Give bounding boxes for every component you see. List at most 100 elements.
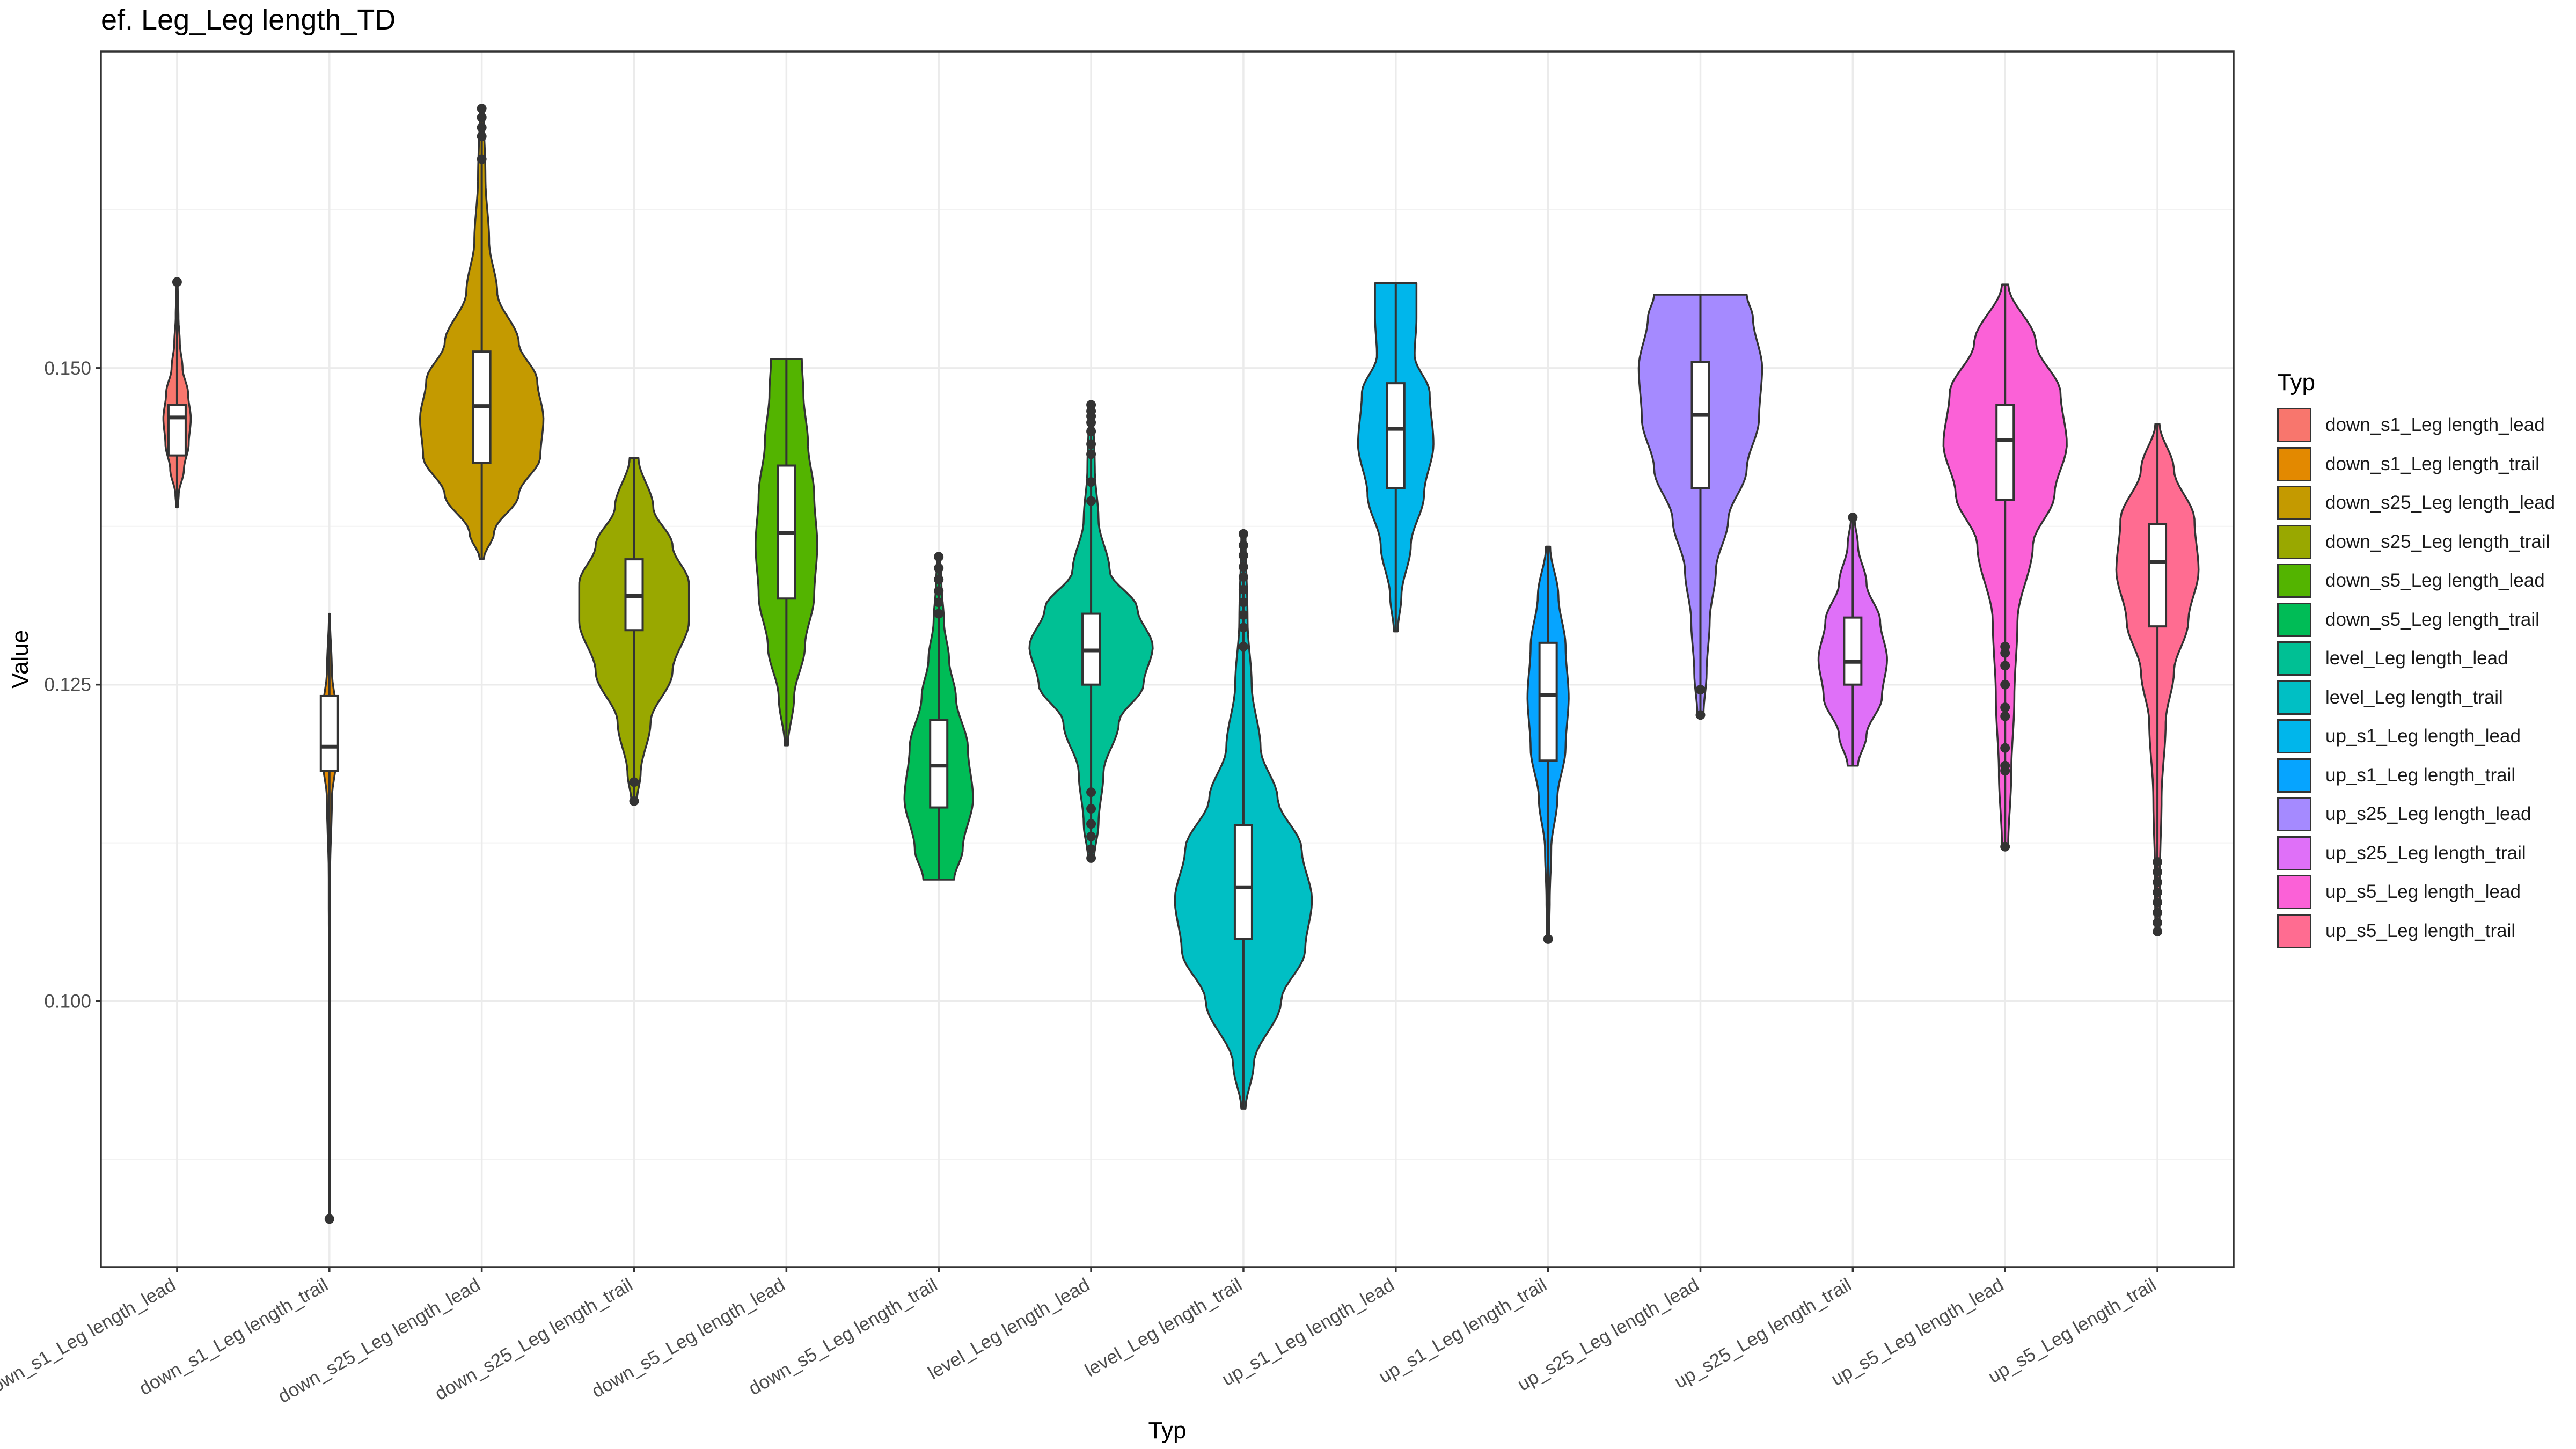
- legend-label: down_s5_Leg length_trail: [2325, 609, 2540, 630]
- outlier-point: [1238, 623, 1248, 633]
- legend-item: up_s1_Leg length_lead: [2277, 717, 2555, 756]
- violin-group: [1526, 545, 1570, 944]
- x-tick-label: up_s5_Leg length_lead: [1828, 1274, 2008, 1390]
- legend-item: down_s5_Leg length_trail: [2277, 601, 2555, 640]
- outlier-point: [1238, 572, 1248, 582]
- box-iqr: [1233, 824, 1253, 940]
- legend-swatch: [2277, 408, 2311, 443]
- outlier-point: [2153, 908, 2163, 918]
- outlier-point: [2000, 841, 2010, 852]
- violin-group: [319, 612, 339, 1224]
- x-tick-label: up_s1_Leg length_lead: [1218, 1274, 1398, 1390]
- violin-group: [1357, 282, 1435, 633]
- outlier-point: [2000, 661, 2010, 671]
- box-iqr: [1538, 641, 1558, 762]
- outlier-point: [1695, 685, 1706, 695]
- outlier-point: [477, 154, 487, 164]
- box-iqr: [1995, 404, 2015, 501]
- outlier-point: [1086, 477, 1096, 487]
- outlier-point: [2153, 918, 2163, 928]
- outlier-point: [1543, 934, 1553, 944]
- outlier-point: [2000, 760, 2010, 771]
- outlier-point: [1238, 529, 1248, 539]
- legend-item: down_s1_Leg length_lead: [2277, 406, 2555, 445]
- outlier-point: [477, 104, 487, 114]
- violin-group: [419, 104, 545, 560]
- outlier-point: [1238, 641, 1248, 652]
- legend-swatch: [2277, 758, 2311, 793]
- outlier-point: [1086, 439, 1096, 449]
- outlier-point: [2153, 926, 2163, 936]
- outlier-point: [1086, 787, 1096, 797]
- legend-item: up_s5_Leg length_lead: [2277, 873, 2555, 912]
- box-iqr: [1386, 382, 1406, 489]
- outlier-point: [934, 597, 944, 608]
- legend-swatch: [2277, 875, 2311, 910]
- plot-border: [100, 50, 2235, 1268]
- outlier-point: [172, 277, 182, 287]
- outlier-point: [1086, 853, 1096, 863]
- legend-label: level_Leg length_trail: [2325, 686, 2503, 708]
- y-axis-title: Value: [7, 630, 33, 689]
- legend-swatch: [2277, 524, 2311, 559]
- legend-label: down_s1_Leg length_lead: [2325, 414, 2545, 436]
- legend-label: up_s5_Leg length_trail: [2325, 920, 2516, 941]
- legend-item: up_s5_Leg length_trail: [2277, 912, 2555, 951]
- plot-panel: [101, 52, 2234, 1267]
- box-iqr: [929, 719, 949, 809]
- legend-swatch: [2277, 486, 2311, 521]
- legend-label: up_s1_Leg length_lead: [2325, 726, 2521, 747]
- box-iqr: [1690, 361, 1710, 489]
- outlier-point: [1238, 597, 1248, 608]
- box-iqr: [2148, 523, 2168, 628]
- legend-swatch: [2277, 680, 2311, 715]
- legend-label: up_s25_Leg length_trail: [2325, 842, 2526, 863]
- violin-group: [1028, 400, 1154, 863]
- y-tick-label: 0.125: [44, 675, 91, 696]
- box-iqr: [167, 404, 187, 457]
- legend-label: down_s25_Leg length_trail: [2325, 531, 2550, 552]
- legend-swatch: [2277, 719, 2311, 754]
- outlier-point: [1086, 831, 1096, 841]
- outlier-point: [934, 574, 944, 584]
- outlier-point: [1695, 710, 1706, 720]
- legend: Typ down_s1_Leg length_lead down_s1_Leg l…: [2277, 369, 2555, 950]
- outlier-point: [2153, 897, 2163, 908]
- x-axis-title: Typ: [1148, 1417, 1187, 1444]
- outlier-point: [2000, 711, 2010, 721]
- legend-swatch: [2277, 564, 2311, 598]
- violin-group: [1817, 513, 1888, 767]
- legend-items: down_s1_Leg length_lead down_s1_Leg lengt…: [2277, 406, 2555, 950]
- outlier-point: [1086, 496, 1096, 506]
- outlier-point: [1086, 819, 1096, 829]
- outlier-point: [1238, 610, 1248, 620]
- outlier-point: [324, 1214, 334, 1224]
- outlier-point: [1086, 449, 1096, 459]
- outlier-point: [2153, 887, 2163, 897]
- box-iqr: [319, 694, 339, 772]
- outlier-point: [2000, 743, 2010, 753]
- legend-item: down_s25_Leg length_lead: [2277, 484, 2555, 523]
- legend-label: up_s1_Leg length_trail: [2325, 764, 2516, 786]
- outlier-point: [1086, 418, 1096, 428]
- legend-label: up_s25_Leg length_lead: [2325, 803, 2531, 825]
- legend-label: level_Leg length_lead: [2325, 648, 2508, 669]
- legend-item: down_s25_Leg length_trail: [2277, 523, 2555, 562]
- violin-group: [162, 277, 192, 509]
- violin-group: [2115, 422, 2200, 936]
- outlier-point: [934, 586, 944, 596]
- outlier-point: [1238, 540, 1248, 551]
- legend-swatch: [2277, 602, 2311, 637]
- legend-swatch: [2277, 447, 2311, 481]
- legend-swatch: [2277, 913, 2311, 948]
- outlier-point: [1086, 844, 1096, 854]
- outlier-point: [1848, 513, 1858, 523]
- outlier-point: [2000, 702, 2010, 713]
- outlier-point: [934, 563, 944, 573]
- outlier-point: [2153, 857, 2163, 867]
- legend-swatch: [2277, 836, 2311, 870]
- y-tick-label: 0.100: [44, 991, 91, 1012]
- chart-title: ef. Leg_Leg length_TD: [101, 4, 396, 36]
- outlier-point: [934, 609, 944, 619]
